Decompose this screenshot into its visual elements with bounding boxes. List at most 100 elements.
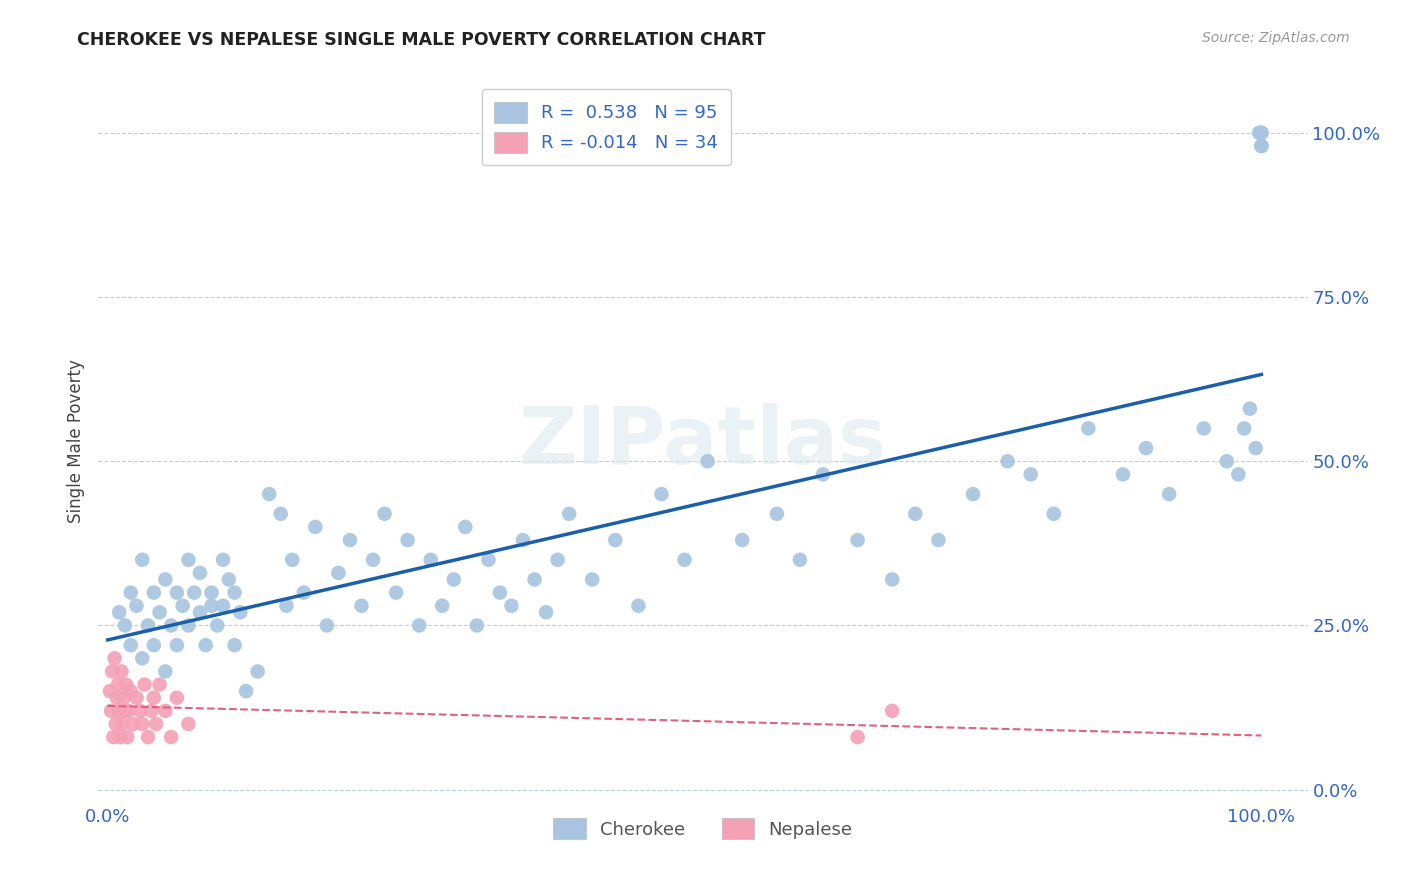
Point xyxy=(1249,126,1271,140)
Point xyxy=(927,533,949,547)
Point xyxy=(110,730,132,744)
Point xyxy=(547,553,569,567)
Text: ZIPatlas: ZIPatlas xyxy=(519,402,887,481)
Point xyxy=(246,665,269,679)
Point xyxy=(962,487,984,501)
Point xyxy=(131,553,153,567)
Point xyxy=(142,638,165,652)
Point xyxy=(131,651,153,665)
Legend: Cherokee, Nepalese: Cherokee, Nepalese xyxy=(541,805,865,852)
Point xyxy=(281,553,304,567)
Point xyxy=(129,704,152,718)
Point xyxy=(396,533,419,547)
Point xyxy=(408,618,430,632)
Point xyxy=(1250,139,1272,153)
Point xyxy=(103,730,125,744)
Point xyxy=(125,690,148,705)
Point xyxy=(339,533,361,547)
Point xyxy=(117,704,139,718)
Point xyxy=(1250,126,1272,140)
Point xyxy=(350,599,373,613)
Point xyxy=(120,585,142,599)
Point xyxy=(145,717,167,731)
Point xyxy=(501,599,523,613)
Point xyxy=(103,651,125,665)
Point xyxy=(229,605,252,619)
Point xyxy=(172,599,194,613)
Point xyxy=(155,704,177,718)
Point xyxy=(315,618,337,632)
Point xyxy=(443,573,465,587)
Point xyxy=(114,704,136,718)
Point xyxy=(188,566,211,580)
Y-axis label: Single Male Poverty: Single Male Poverty xyxy=(67,359,86,524)
Point xyxy=(534,605,557,619)
Point xyxy=(581,573,603,587)
Point xyxy=(385,585,408,599)
Point xyxy=(605,533,627,547)
Point xyxy=(882,573,904,587)
Point xyxy=(811,467,834,482)
Point xyxy=(134,677,156,691)
Point xyxy=(155,573,177,587)
Point xyxy=(292,585,315,599)
Point xyxy=(235,684,257,698)
Point xyxy=(270,507,292,521)
Point xyxy=(1233,421,1256,435)
Point xyxy=(523,573,546,587)
Point xyxy=(650,487,672,501)
Point xyxy=(136,730,159,744)
Point xyxy=(136,618,159,632)
Point xyxy=(512,533,534,547)
Point xyxy=(882,704,904,718)
Point xyxy=(224,638,246,652)
Point xyxy=(120,684,142,698)
Text: CHEROKEE VS NEPALESE SINGLE MALE POVERTY CORRELATION CHART: CHEROKEE VS NEPALESE SINGLE MALE POVERTY… xyxy=(77,31,766,49)
Point xyxy=(1019,467,1042,482)
Point xyxy=(1135,441,1157,455)
Point xyxy=(1244,441,1267,455)
Point xyxy=(166,690,188,705)
Point xyxy=(1250,139,1272,153)
Point xyxy=(212,599,235,613)
Point xyxy=(1159,487,1181,501)
Point xyxy=(304,520,326,534)
Point xyxy=(177,553,200,567)
Point xyxy=(465,618,488,632)
Point xyxy=(120,638,142,652)
Point xyxy=(166,585,188,599)
Point xyxy=(117,730,139,744)
Point xyxy=(177,618,200,632)
Point xyxy=(432,599,454,613)
Point xyxy=(904,507,927,521)
Point xyxy=(846,730,869,744)
Point xyxy=(696,454,718,468)
Point xyxy=(997,454,1019,468)
Point xyxy=(131,717,153,731)
Point xyxy=(107,677,129,691)
Point xyxy=(1112,467,1135,482)
Point xyxy=(731,533,754,547)
Point xyxy=(212,553,235,567)
Point xyxy=(1077,421,1099,435)
Point xyxy=(489,585,512,599)
Point xyxy=(101,665,124,679)
Point xyxy=(177,717,200,731)
Point xyxy=(558,507,581,521)
Point xyxy=(100,704,122,718)
Point xyxy=(1227,467,1250,482)
Point xyxy=(108,704,131,718)
Point xyxy=(1216,454,1239,468)
Point xyxy=(155,665,177,679)
Point xyxy=(125,599,148,613)
Point xyxy=(200,585,222,599)
Point xyxy=(148,605,170,619)
Point xyxy=(108,605,131,619)
Point xyxy=(846,533,869,547)
Point xyxy=(673,553,696,567)
Point xyxy=(200,599,222,613)
Point xyxy=(111,717,134,731)
Point xyxy=(1042,507,1064,521)
Point xyxy=(194,638,217,652)
Point xyxy=(110,665,132,679)
